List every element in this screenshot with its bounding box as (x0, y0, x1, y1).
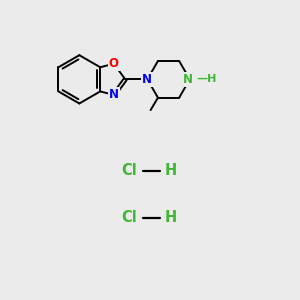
Text: N: N (183, 73, 193, 86)
Text: Cl: Cl (121, 210, 137, 225)
Text: N: N (142, 73, 152, 86)
Text: —H: —H (196, 74, 217, 84)
Text: Cl: Cl (121, 163, 137, 178)
Text: N: N (109, 88, 119, 101)
Text: O: O (109, 57, 119, 70)
Text: H: H (165, 210, 177, 225)
Text: H: H (165, 163, 177, 178)
